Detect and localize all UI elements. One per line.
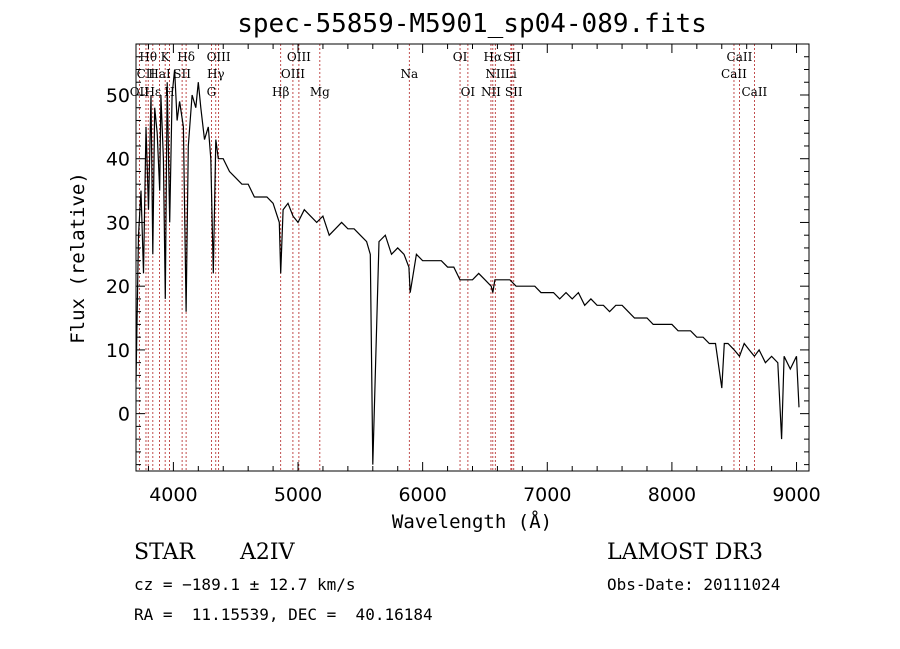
redshift-info: cz = −189.1 ± 12.7 km/s	[134, 575, 356, 594]
x-tick-label: 7000	[523, 484, 571, 506]
spectral-line-label: OI	[461, 85, 476, 99]
spectral-line-label: CaII	[721, 67, 747, 81]
x-axis-label: Wavelength (Å)	[392, 510, 552, 533]
spectral-line-label: SII	[503, 50, 521, 64]
spectral-line-label: CaII	[727, 50, 753, 64]
spectral-line-label: SII	[173, 67, 191, 81]
y-tick-label: 50	[106, 85, 130, 107]
spectral-line-markers	[138, 44, 755, 471]
spectral-line-label: NII	[481, 85, 501, 99]
survey-name: LAMOST DR3	[607, 540, 763, 565]
y-axis-ticks: 0 10 20 30 40 50	[106, 56, 809, 466]
spectral-line-label: CII	[137, 67, 156, 81]
x-tick-label: 4000	[149, 484, 197, 506]
spectral-line-label: OIII	[207, 50, 231, 64]
y-tick-label: 30	[106, 212, 130, 234]
y-axis-label: Flux (relative)	[67, 172, 89, 344]
spectral-line-label: K	[161, 50, 171, 64]
spectral-line-label: OI	[453, 50, 468, 64]
y-tick-label: 20	[106, 276, 130, 298]
x-tick-label: 8000	[648, 484, 696, 506]
x-tick-label: 9000	[772, 484, 820, 506]
object-subclass: A2IV	[240, 540, 295, 565]
spectral-line-label: Hα	[484, 50, 503, 64]
coordinates: RA = 11.15539, DEC = 40.16184	[134, 605, 433, 624]
spectrum-series	[135, 69, 800, 465]
x-tick-label: 6000	[398, 484, 446, 506]
spectral-line-label: OIII	[281, 67, 305, 81]
spectral-line-label: Hβ	[272, 85, 289, 99]
x-tick-label: 5000	[274, 484, 322, 506]
spectral-line-label: OII	[130, 85, 150, 99]
spectral-line-label: H	[164, 85, 174, 99]
x-axis-ticks: 4000 5000 6000 7000 8000 9000	[147, 44, 821, 506]
spectral-line-label: Na	[400, 67, 418, 81]
spectral-line-label: Hγ	[207, 67, 225, 81]
spectral-line-label: OIII	[287, 50, 311, 64]
spectral-line-label: CaII	[741, 85, 767, 99]
spectral-line-label: Hε	[144, 85, 161, 99]
y-tick-label: 0	[118, 404, 130, 426]
spectral-line-label: NII	[485, 67, 505, 81]
spectral-line-label: Li	[505, 67, 517, 81]
spectral-line-label: G	[207, 85, 217, 99]
chart-title: spec-55859-M5901_sp04-089.fits	[237, 9, 707, 39]
object-class: STAR	[134, 540, 195, 565]
spectral-line-label: Hδ	[177, 50, 195, 64]
spectral-line-label: Hθ	[139, 50, 157, 64]
obs-date: Obs-Date: 20111024	[607, 575, 781, 594]
spectral-line-label: Mg	[310, 85, 330, 99]
spectral-line-label: HaI	[148, 67, 171, 81]
y-tick-label: 10	[106, 340, 130, 362]
spectral-line-label: SII	[505, 85, 523, 99]
y-tick-label: 40	[106, 149, 130, 171]
plot-frame	[135, 43, 810, 472]
